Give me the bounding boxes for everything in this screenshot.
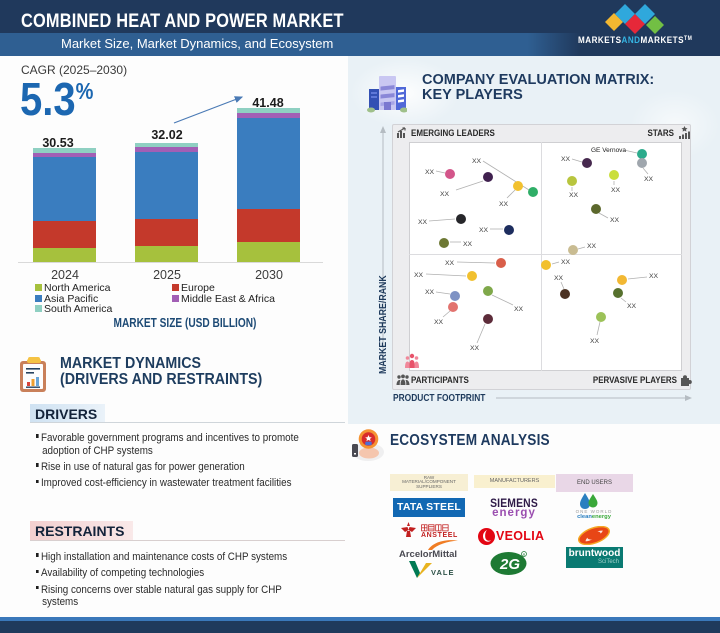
svg-text:XX: XX: [414, 272, 424, 279]
svg-text:XX: XX: [569, 192, 579, 199]
svg-text:XX: XX: [425, 289, 435, 296]
svg-text:XX: XX: [561, 259, 571, 266]
svg-text:XX: XX: [587, 243, 597, 250]
svg-text:XX: XX: [610, 217, 620, 224]
svg-text:XX: XX: [472, 158, 482, 165]
svg-text:XX: XX: [649, 273, 659, 280]
svg-text:XX: XX: [440, 191, 450, 198]
svg-text:XX: XX: [479, 227, 489, 234]
svg-text:XX: XX: [463, 241, 473, 248]
svg-text:XX: XX: [561, 156, 571, 163]
svg-text:XX: XX: [590, 338, 600, 345]
svg-text:2G: 2G: [499, 556, 520, 573]
svg-text:XX: XX: [644, 176, 654, 183]
svg-text:XX: XX: [554, 275, 564, 282]
svg-text:XX: XX: [470, 345, 480, 352]
svg-text:GE Vernova: GE Vernova: [591, 147, 626, 154]
svg-text:R: R: [523, 553, 526, 557]
svg-text:XX: XX: [425, 169, 435, 176]
svg-text:XX: XX: [445, 260, 455, 267]
svg-text:XX: XX: [434, 319, 444, 326]
svg-text:XX: XX: [418, 219, 428, 226]
svg-text:XX: XX: [611, 187, 621, 194]
svg-text:XX: XX: [514, 306, 524, 313]
svg-text:XX: XX: [499, 201, 509, 208]
svg-text:XX: XX: [627, 303, 637, 310]
